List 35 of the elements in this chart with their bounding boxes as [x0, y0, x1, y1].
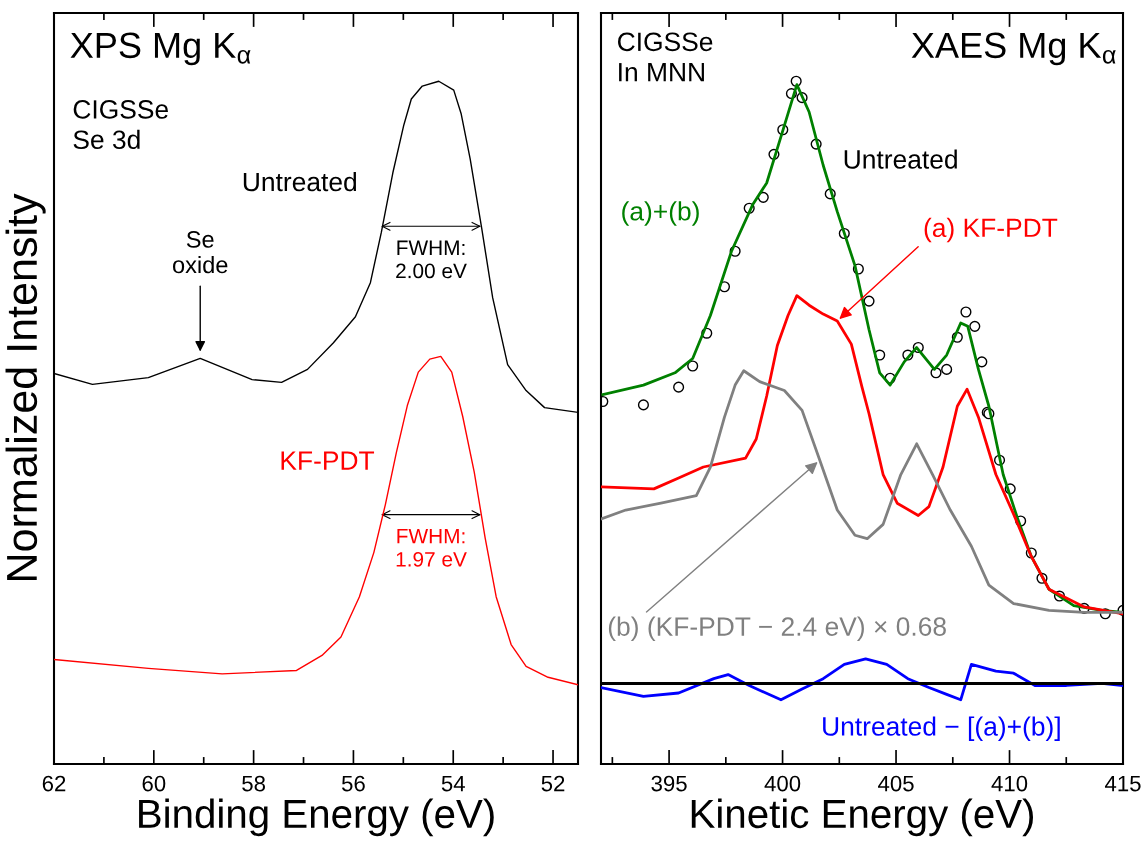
- x-tick-label: 58: [242, 775, 266, 792]
- point: [969, 320, 981, 332]
- x-tick-label: 415: [1104, 775, 1141, 792]
- x-axis-title: Kinetic Energy (eV): [691, 798, 1033, 837]
- chart-title: XPS Mg K$_{α}$: [70, 32, 251, 66]
- point: [941, 363, 953, 375]
- chart-subtitle: CIGSSe In MNN: [618, 32, 713, 82]
- x-tick-label: 56: [341, 775, 365, 792]
- x-tick-label: 62: [42, 775, 66, 792]
- point: [673, 381, 685, 393]
- y-axis-title: Normalized Intensity: [5, 193, 46, 580]
- series-label: Untreated: [243, 171, 357, 192]
- series-label: Untreated − [(a)+(b)]: [823, 716, 1060, 741]
- x-tick-label: 410: [991, 775, 1028, 792]
- x-tick-label: 54: [441, 775, 465, 792]
- x-tick-label: 60: [142, 775, 166, 792]
- series-label: Untreated: [844, 149, 957, 169]
- series-label: KF-PDT: [281, 451, 375, 470]
- text: (b) (KF-PDT − 2.4 eV) × 0.68: [608, 616, 946, 642]
- x-tick-label: 52: [541, 775, 565, 792]
- text: (a) KF-PDT: [924, 217, 1058, 243]
- point: [863, 295, 875, 307]
- x-tick-label: 395: [651, 775, 687, 792]
- x-axis-title: Binding Energy (eV): [139, 798, 494, 837]
- x-tick-label: 400: [764, 775, 801, 792]
- point: [687, 360, 699, 372]
- x-tick-label: 405: [878, 775, 914, 792]
- series-label: (a)+(b): [622, 201, 699, 226]
- text: CIGSSe Se 3d: [73, 100, 168, 150]
- annotation: FWHM: 1.97 eV: [396, 528, 467, 567]
- annotation: Se oxide: [172, 231, 228, 274]
- annotation: FWHM: 2.00 eV: [396, 240, 467, 279]
- chart-title: XAES Mg K$_{α}$: [911, 32, 1116, 66]
- point: [637, 399, 649, 411]
- point: [960, 306, 972, 318]
